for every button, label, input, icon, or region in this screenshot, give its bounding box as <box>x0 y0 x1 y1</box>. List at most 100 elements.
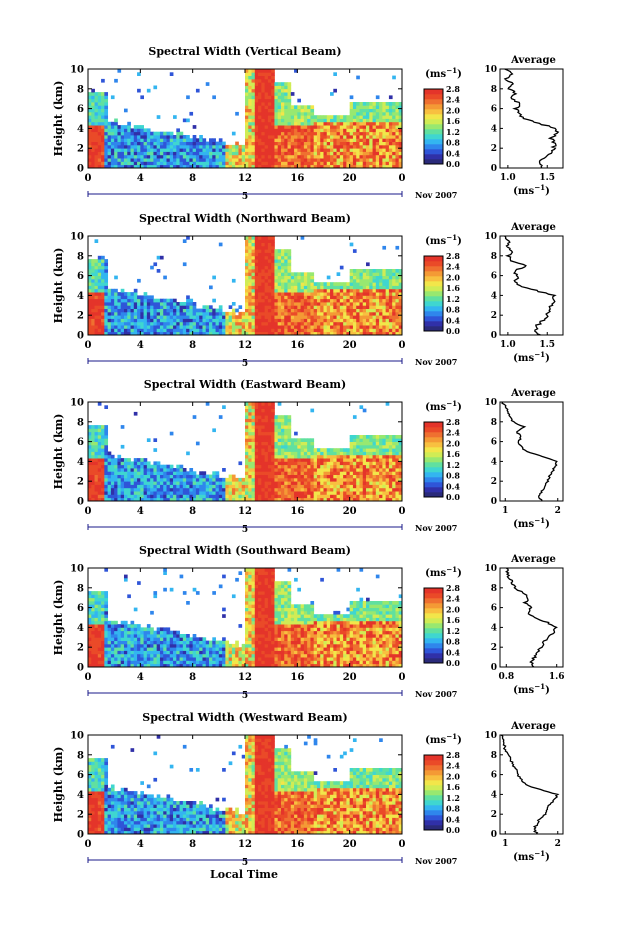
heatmap-cell <box>94 141 99 146</box>
heatmap-cell <box>330 292 334 296</box>
heatmap-cell <box>326 125 331 129</box>
heatmap-cell <box>150 494 154 499</box>
heatmap-cell <box>251 415 256 419</box>
heatmap-cell <box>280 315 285 319</box>
heatmap-cell <box>107 484 112 489</box>
heatmap-cell <box>261 118 266 123</box>
heatmap-cell <box>176 154 180 159</box>
heatmap-cell <box>398 111 402 116</box>
heatmap-cell <box>339 144 344 149</box>
heatmap-cell <box>88 491 92 495</box>
heatmap-cell <box>258 458 262 462</box>
heatmap-cell <box>352 108 357 113</box>
heatmap-cell <box>159 464 164 469</box>
heatmap-cell <box>241 328 246 333</box>
heatmap-cell <box>88 458 92 462</box>
heatmap-cell <box>392 275 396 280</box>
average-x-tick-label: 1.5 <box>539 173 555 183</box>
heatmap-cell <box>133 138 138 142</box>
heatmap-cell <box>264 418 269 423</box>
heatmap-cell <box>369 487 373 492</box>
heatmap-cell <box>179 135 184 139</box>
heatmap-cell <box>218 308 223 313</box>
heatmap-cell <box>300 121 305 126</box>
heatmap-cell <box>277 451 282 456</box>
heatmap-cell <box>274 295 279 300</box>
heatmap-cell <box>88 305 92 309</box>
heatmap-cell <box>284 135 288 139</box>
heatmap-cell <box>130 315 135 319</box>
heatmap-cell <box>261 491 266 495</box>
heatmap-cell <box>163 331 167 335</box>
heatmap-cell <box>280 275 285 280</box>
heatmap-cell <box>271 305 275 309</box>
heatmap-cell <box>349 458 354 462</box>
heatmap-cell <box>186 308 190 313</box>
heatmap-cell <box>199 497 203 501</box>
colorbar-swatch <box>424 256 443 262</box>
heatmap-cell <box>280 468 285 472</box>
heatmap-cell <box>110 138 115 142</box>
heatmap-cell <box>133 298 138 303</box>
heatmap-cell <box>294 128 298 133</box>
heatmap-cell <box>297 288 301 293</box>
heatmap-cell <box>97 115 102 119</box>
heatmap-cell <box>395 144 400 149</box>
heatmap-cell <box>375 454 380 459</box>
heatmap-cell <box>271 88 275 93</box>
heatmap-cell <box>169 135 174 139</box>
heatmap-cell <box>277 431 282 436</box>
heatmap-cell <box>123 315 128 319</box>
heatmap-cell <box>176 481 180 485</box>
heatmap-cell <box>375 435 380 439</box>
heatmap-cell <box>392 278 396 283</box>
heatmap-cell <box>110 95 115 100</box>
heatmap-cell <box>150 491 154 495</box>
heatmap-cell <box>356 269 360 273</box>
heatmap-cell <box>280 262 285 267</box>
heatmap-cell <box>245 72 249 76</box>
heatmap-cell <box>366 135 370 139</box>
heatmap-cell <box>300 474 305 479</box>
heatmap-cell <box>248 441 252 446</box>
heatmap-cell <box>264 98 269 103</box>
heatmap-cell <box>179 315 184 319</box>
heatmap-cell <box>352 497 357 501</box>
heatmap-cell <box>251 128 256 133</box>
heatmap-cell <box>238 461 243 466</box>
heatmap-cell <box>163 468 167 472</box>
heatmap-cell <box>123 464 128 469</box>
heatmap-cell <box>88 135 92 139</box>
heatmap-cell <box>274 441 279 446</box>
heatmap-cell <box>202 321 207 326</box>
heatmap-cell <box>182 305 187 309</box>
heatmap-cell <box>123 474 128 479</box>
heatmap-cell <box>91 102 95 106</box>
heatmap-cell <box>267 471 272 475</box>
heatmap-cell <box>284 272 288 276</box>
heatmap-cell <box>385 161 390 166</box>
heatmap-cell <box>117 69 122 73</box>
heatmap-cell <box>300 481 305 485</box>
heatmap-cell <box>186 138 190 142</box>
heatmap-cell <box>274 95 279 100</box>
heatmap-cell <box>267 78 272 83</box>
heatmap-cell <box>133 131 138 136</box>
heatmap-cell <box>107 451 112 456</box>
heatmap-cell <box>146 164 151 168</box>
heatmap-cell <box>343 151 347 156</box>
heatmap-cell <box>241 494 246 499</box>
heatmap-cell <box>143 308 148 313</box>
heatmap-cell <box>287 121 292 126</box>
heatmap-cell <box>123 468 128 472</box>
colorbar-swatch <box>424 154 443 160</box>
heatmap-cell <box>179 141 184 146</box>
heatmap-cell <box>395 158 400 162</box>
panel-title: Spectral Width (Eastward Beam) <box>144 378 346 391</box>
heatmap-cell <box>274 111 279 116</box>
heatmap-cell <box>274 474 279 479</box>
heatmap-cell <box>114 315 118 319</box>
heatmap-cell <box>192 311 197 316</box>
heatmap-cell <box>205 82 210 86</box>
heatmap-cell <box>104 282 109 286</box>
